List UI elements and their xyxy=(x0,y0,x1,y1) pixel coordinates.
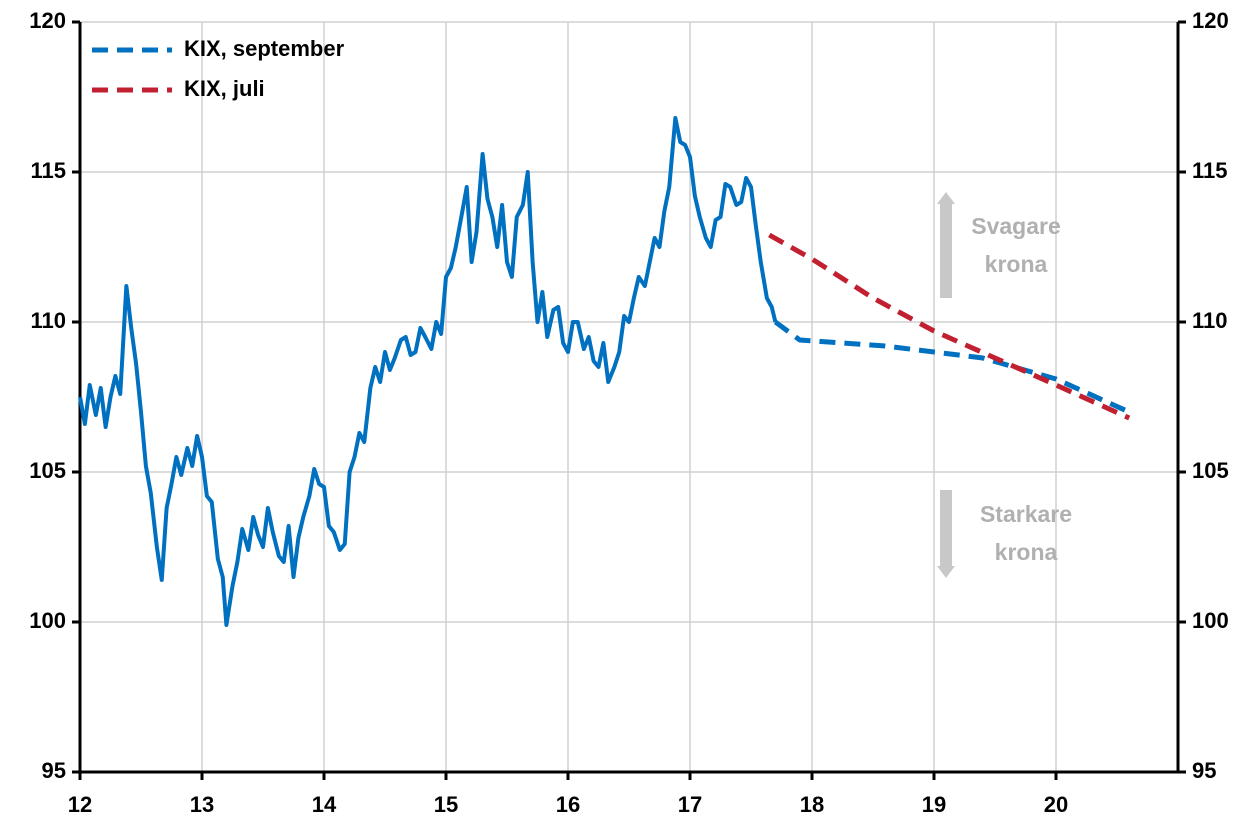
x-tick-label: 13 xyxy=(190,792,214,817)
legend-label: KIX, juli xyxy=(184,76,265,101)
y2-tick-label: 105 xyxy=(1192,458,1229,483)
annotation: Svagare xyxy=(971,213,1061,239)
annotation: krona xyxy=(995,539,1058,565)
x-tick-label: 16 xyxy=(556,792,580,817)
x-tick-label: 12 xyxy=(68,792,92,817)
line-series xyxy=(78,116,778,627)
line-series xyxy=(768,232,1131,421)
y2-tick-label: 115 xyxy=(1192,158,1228,183)
x-tick-label: 19 xyxy=(922,792,946,817)
y-tick-label: 95 xyxy=(42,758,66,783)
y2-tick-label: 110 xyxy=(1192,308,1228,333)
y2-tick-label: 100 xyxy=(1192,608,1229,633)
annotation-arrowhead xyxy=(937,192,955,204)
annotation: krona xyxy=(985,251,1048,277)
y-tick-label: 100 xyxy=(29,608,66,633)
annotation-arrowhead xyxy=(937,566,955,578)
annotation: Starkare xyxy=(980,501,1072,527)
y-tick-label: 115 xyxy=(31,158,67,183)
line-series xyxy=(773,319,1131,415)
x-tick-label: 18 xyxy=(800,792,824,817)
x-tick-label: 15 xyxy=(434,792,458,817)
y-tick-label: 120 xyxy=(29,8,66,33)
y-tick-label: 110 xyxy=(31,308,67,333)
y2-tick-label: 95 xyxy=(1192,758,1216,783)
x-tick-label: 14 xyxy=(312,792,337,817)
x-tick-label: 20 xyxy=(1044,792,1068,817)
x-tick-label: 17 xyxy=(678,792,702,817)
legend-label: KIX, september xyxy=(184,36,345,61)
y2-tick-label: 120 xyxy=(1192,8,1229,33)
y-tick-label: 105 xyxy=(29,458,66,483)
